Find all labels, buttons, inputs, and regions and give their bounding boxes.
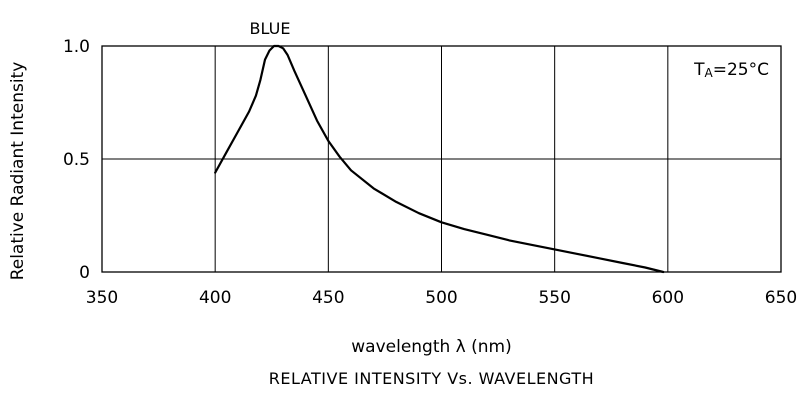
x-tick-label: 450 — [312, 288, 344, 308]
x-tick-label: 500 — [425, 288, 457, 308]
series-line-blue — [214, 44, 665, 274]
y-tick-label: 1.0 — [63, 37, 90, 57]
y-axis-label: Relative Radiant Intensity — [8, 62, 28, 281]
temperature-annotation-symbol: T — [693, 60, 705, 80]
x-axis-label: wavelength λ (nm) — [351, 337, 512, 357]
y-tick-label: 0 — [79, 263, 90, 283]
x-tick-label: 600 — [652, 288, 684, 308]
y-tick-label: 0.5 — [63, 150, 90, 170]
temperature-annotation-value: =25°C — [713, 60, 769, 80]
y-tick-labels: 0 0.5 1.0 — [63, 37, 90, 283]
x-tick-label: 550 — [538, 288, 570, 308]
chart-title: RELATIVE INTENSITY Vs. WAVELENGTH — [269, 369, 594, 388]
temperature-annotation: TA=25°C — [693, 60, 769, 80]
x-tick-label: 650 — [765, 288, 797, 308]
series: BLUE — [214, 19, 665, 274]
series-label: BLUE — [250, 19, 291, 38]
x-tick-label: 400 — [199, 288, 231, 308]
temperature-annotation-subscript: A — [705, 66, 714, 80]
x-tick-label: 350 — [86, 288, 118, 308]
plot-frame — [101, 45, 782, 273]
grid — [102, 46, 781, 272]
x-tick-labels: 350 400 450 500 550 600 650 — [86, 288, 797, 308]
